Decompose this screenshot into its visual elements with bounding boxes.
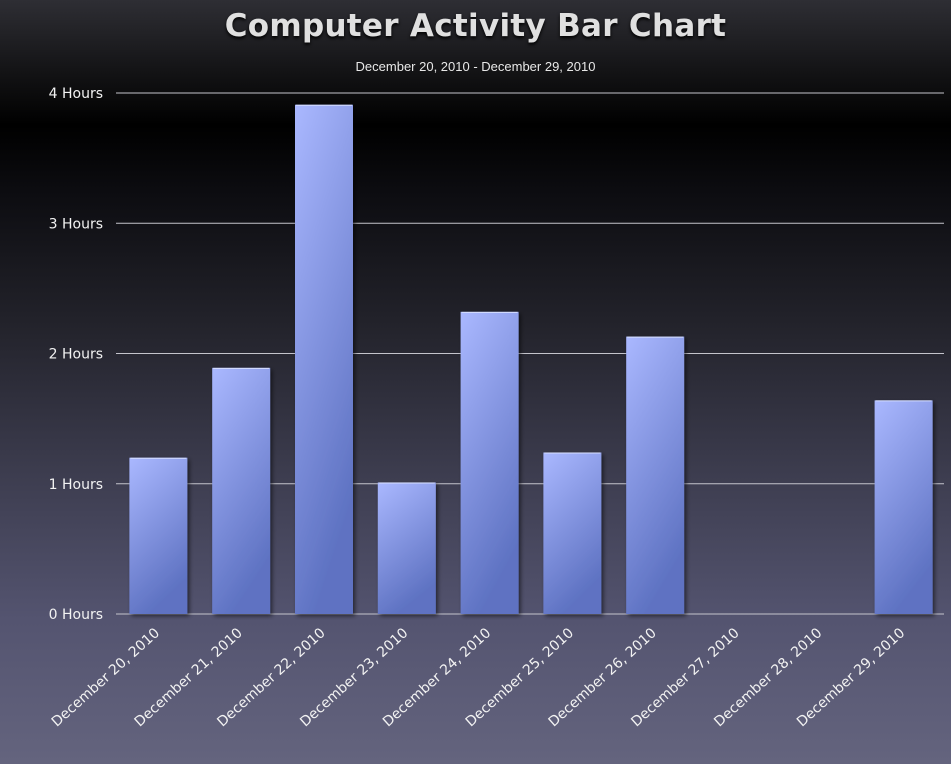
bar: [377, 482, 436, 614]
bar: [543, 452, 602, 614]
y-tick-label: 3 Hours: [49, 216, 103, 232]
y-tick-label: 4 Hours: [49, 86, 103, 102]
y-tick-label: 0 Hours: [49, 607, 103, 623]
chart-title: Computer Activity Bar Chart: [224, 8, 727, 44]
chart-subtitle: December 20, 2010 - December 29, 2010: [355, 59, 596, 74]
bar: [460, 311, 519, 614]
y-axis-tick-labels: 0 Hours 1 Hours 2 Hours 3 Hours 4 Hours: [49, 86, 103, 623]
y-tick-label: 1 Hours: [49, 477, 103, 493]
y-tick-label: 2 Hours: [49, 347, 103, 363]
bar: [212, 367, 271, 614]
bar: [626, 336, 685, 614]
bars: [129, 104, 933, 614]
bar: [295, 104, 353, 614]
bar: [129, 457, 188, 614]
bar: [874, 400, 933, 614]
